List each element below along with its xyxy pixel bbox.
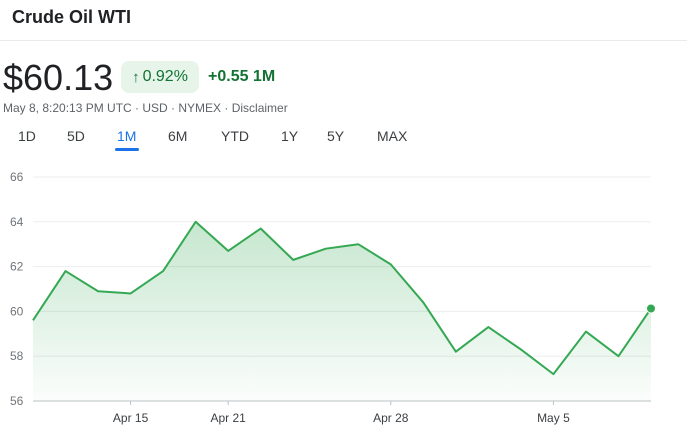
- current-price-dot: [646, 303, 656, 314]
- x-tick-label: Apr 28: [373, 411, 409, 425]
- change-percent-badge: ↑ 0.92%: [121, 61, 199, 93]
- y-tick-label: 56: [10, 394, 24, 408]
- y-tick-label: 62: [10, 260, 24, 274]
- page-title: Crude Oil WTI: [12, 7, 131, 27]
- y-tick-label: 60: [10, 304, 24, 318]
- tab-5y[interactable]: 5Y: [327, 128, 345, 144]
- x-tick-label: Apr 15: [113, 411, 149, 425]
- tab-1m[interactable]: 1M: [117, 128, 137, 144]
- tab-1y[interactable]: 1Y: [281, 128, 299, 144]
- price-area: [33, 221, 651, 401]
- y-tick-label: 58: [10, 349, 24, 363]
- tab-1d[interactable]: 1D: [18, 128, 36, 144]
- x-tick-label: May 5: [537, 411, 570, 425]
- price-line: [32, 220, 652, 376]
- tab-ytd[interactable]: YTD: [221, 128, 249, 144]
- change-absolute: +0.55 1M: [208, 68, 276, 85]
- active-tab-indicator: [115, 148, 139, 151]
- price-chart[interactable]: 56 58 60 62 64 66 Apr 15 Apr 21 Apr 28 May 5: [0, 160, 687, 437]
- x-tick-label: Apr 21: [210, 411, 246, 425]
- tab-6m[interactable]: 6M: [168, 128, 188, 144]
- quote-meta: May 8, 8:20:13 PM UTC · USD · NYMEX · Di…: [3, 101, 288, 115]
- header-divider: [0, 40, 687, 41]
- tab-5d[interactable]: 5D: [67, 128, 85, 144]
- change-percent: 0.92%: [142, 68, 188, 85]
- y-tick-label: 66: [10, 170, 24, 184]
- tab-max[interactable]: MAX: [377, 128, 408, 144]
- y-tick-label: 64: [10, 215, 24, 229]
- current-price: $60.13: [3, 57, 114, 98]
- time-range-tabs: 1D 5D 1M 6M YTD 1Y 5Y MAX: [0, 128, 440, 152]
- arrow-up-icon: ↑: [132, 68, 140, 86]
